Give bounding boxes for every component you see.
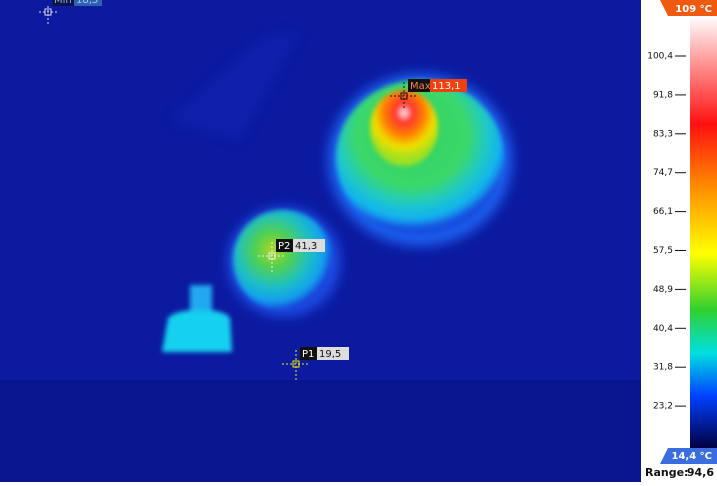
- scale-tick-label: 91,8: [653, 90, 673, 100]
- marker-name: Max: [410, 81, 431, 92]
- scale-tick-label: 74,7: [653, 168, 673, 178]
- scale-min-bg: [660, 448, 717, 464]
- thermal-image: [0, 0, 641, 482]
- marker-name-bg: [276, 239, 293, 252]
- marker-value: 19,5: [319, 349, 341, 360]
- marker-min: Min 18,5: [39, 0, 102, 24]
- scale-tick-label: 100,4: [647, 52, 673, 62]
- scale-tick-label: 31,8: [653, 363, 673, 373]
- scale-tick-label: 83,3: [653, 129, 673, 139]
- marker-p2: P2 41,3: [258, 239, 325, 272]
- range-label: Range:: [645, 466, 688, 479]
- scale-ticks: 100,4 91,8 83,3 74,7 66,1 57,5 48,9 40,4 31,8 23,…: [647, 52, 686, 412]
- scale-max: 109 °C: [675, 4, 712, 15]
- marker-value-bg: [74, 0, 102, 6]
- scale-tick-label: 48,9: [653, 285, 673, 295]
- scale-min: 14,4 °C: [672, 451, 713, 462]
- scale-tick-label: 23,2: [653, 402, 673, 412]
- marker-value-bg: [430, 79, 467, 92]
- marker-name-bg: [300, 347, 317, 360]
- marker-p1: P1 19,5: [282, 347, 349, 380]
- marker-value: 41,3: [295, 241, 317, 252]
- marker-name: Min: [54, 0, 72, 6]
- marker-value-bg: [293, 239, 325, 252]
- scale-tick-label: 57,5: [653, 246, 673, 256]
- marker-value: 113,1: [432, 81, 461, 92]
- marker-max: Max 113,1: [390, 79, 467, 110]
- scale-tick-label: 40,4: [653, 324, 673, 334]
- range-value: 94,6: [687, 466, 714, 479]
- marker-name-bg: [52, 0, 74, 6]
- color-bar: [690, 16, 717, 448]
- marker-value-bg: [317, 347, 349, 360]
- scale-max-bg: [660, 0, 717, 16]
- marker-name: P1: [302, 349, 314, 360]
- marker-name: P2: [278, 241, 290, 252]
- marker-name-bg: [408, 79, 430, 92]
- scale-tick-label: 66,1: [653, 207, 673, 217]
- marker-value: 18,5: [76, 0, 98, 6]
